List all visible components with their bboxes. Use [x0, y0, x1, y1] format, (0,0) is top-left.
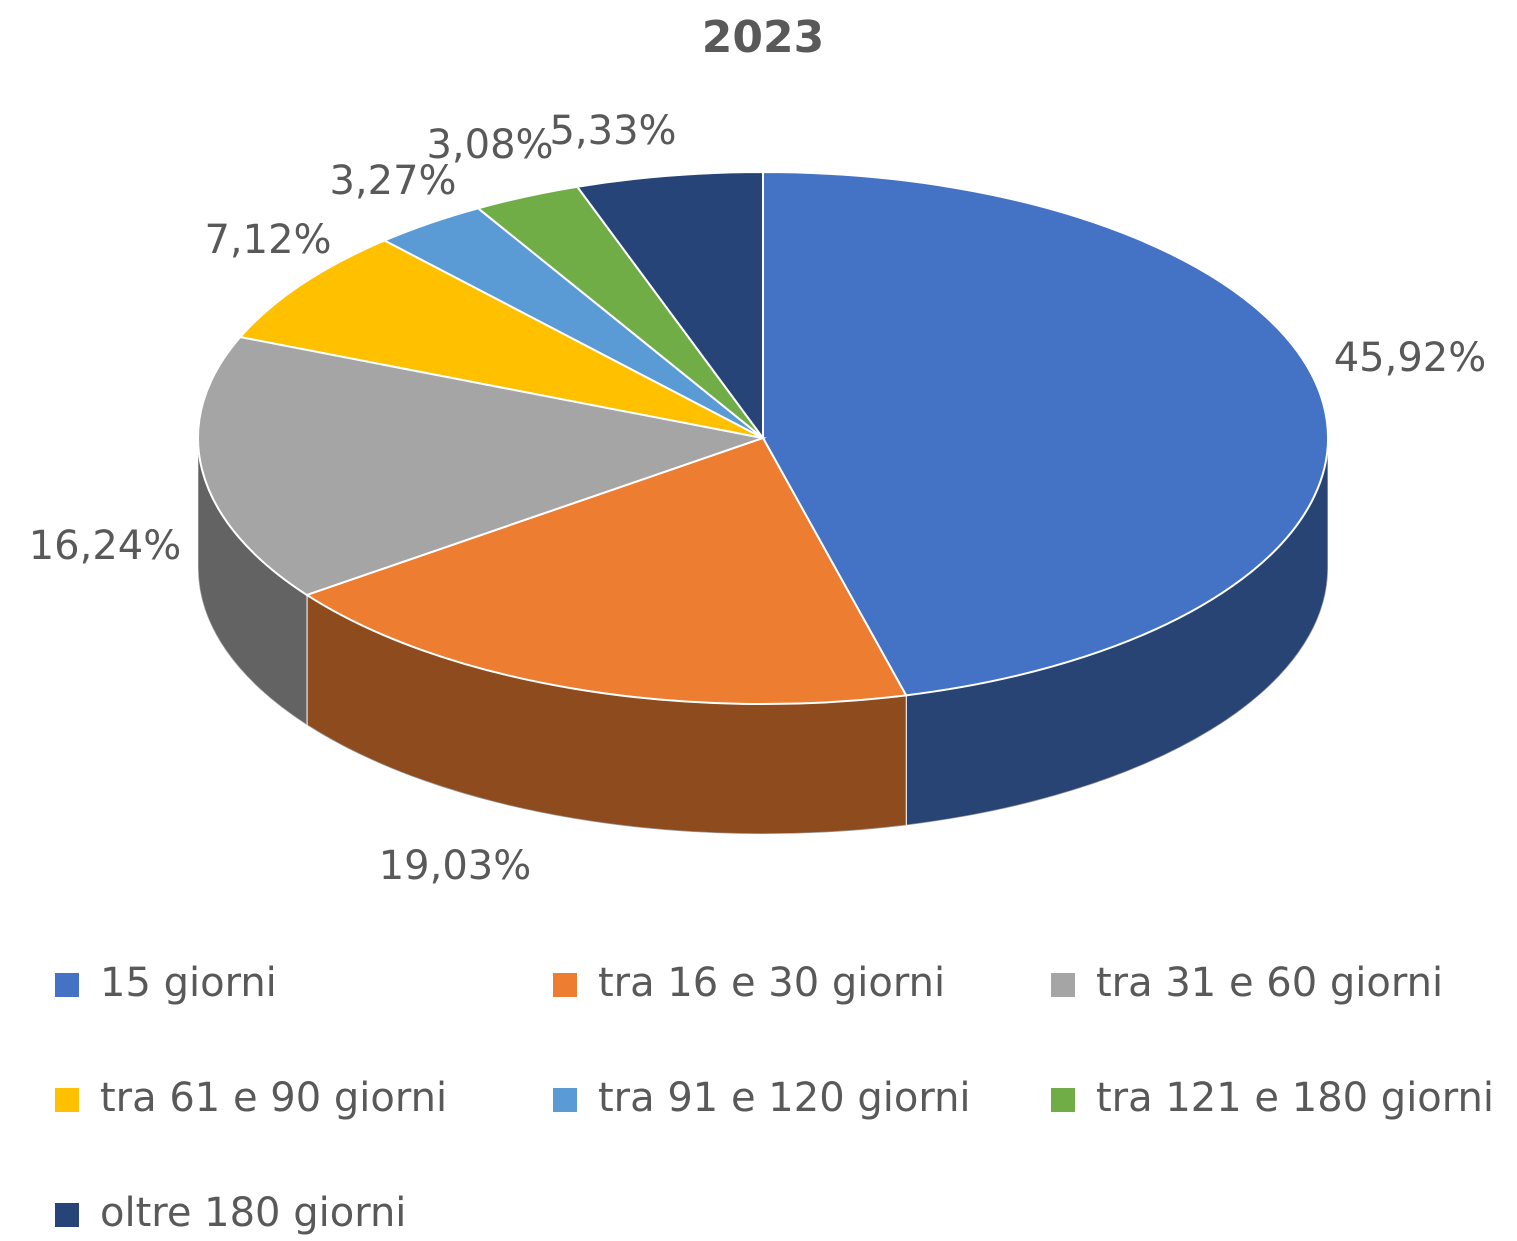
slice-side-shade: [906, 438, 1328, 826]
legend-label: oltre 180 giorni: [100, 1190, 406, 1236]
legend-swatch: [553, 1088, 577, 1112]
slice: [575, 170, 764, 442]
slice: [304, 436, 908, 705]
slice: [762, 170, 1329, 697]
legend-swatch: [55, 973, 79, 997]
slice-side-shade: [198, 438, 307, 725]
slice-side-shade: [306, 594, 907, 834]
legend-label: tra 121 e 180 giorni: [1096, 1075, 1494, 1121]
data-label: 19,03%: [379, 843, 532, 889]
data-label: 5,33%: [549, 108, 676, 154]
legend-swatch: [553, 973, 577, 997]
slice: [197, 335, 767, 597]
legend-swatch: [1051, 973, 1075, 997]
data-label: 16,24%: [29, 523, 182, 569]
legend-swatch: [55, 1088, 79, 1112]
legend-label: 15 giorni: [100, 960, 277, 1006]
data-label: 3,08%: [426, 122, 553, 168]
legend-swatch: [1051, 1088, 1075, 1112]
legend-label: tra 31 e 60 giorni: [1096, 960, 1443, 1006]
legend-swatch: [55, 1203, 79, 1227]
legend-label: tra 91 e 120 giorni: [598, 1075, 971, 1121]
data-label: 3,27%: [329, 158, 456, 204]
legend-label: tra 61 e 90 giorni: [100, 1075, 447, 1121]
data-label: 7,12%: [204, 217, 331, 263]
slice: [238, 239, 764, 439]
chart-title: 2023: [702, 12, 824, 63]
data-label: 45,92%: [1334, 335, 1487, 381]
legend-label: tra 16 e 30 giorni: [598, 960, 945, 1006]
